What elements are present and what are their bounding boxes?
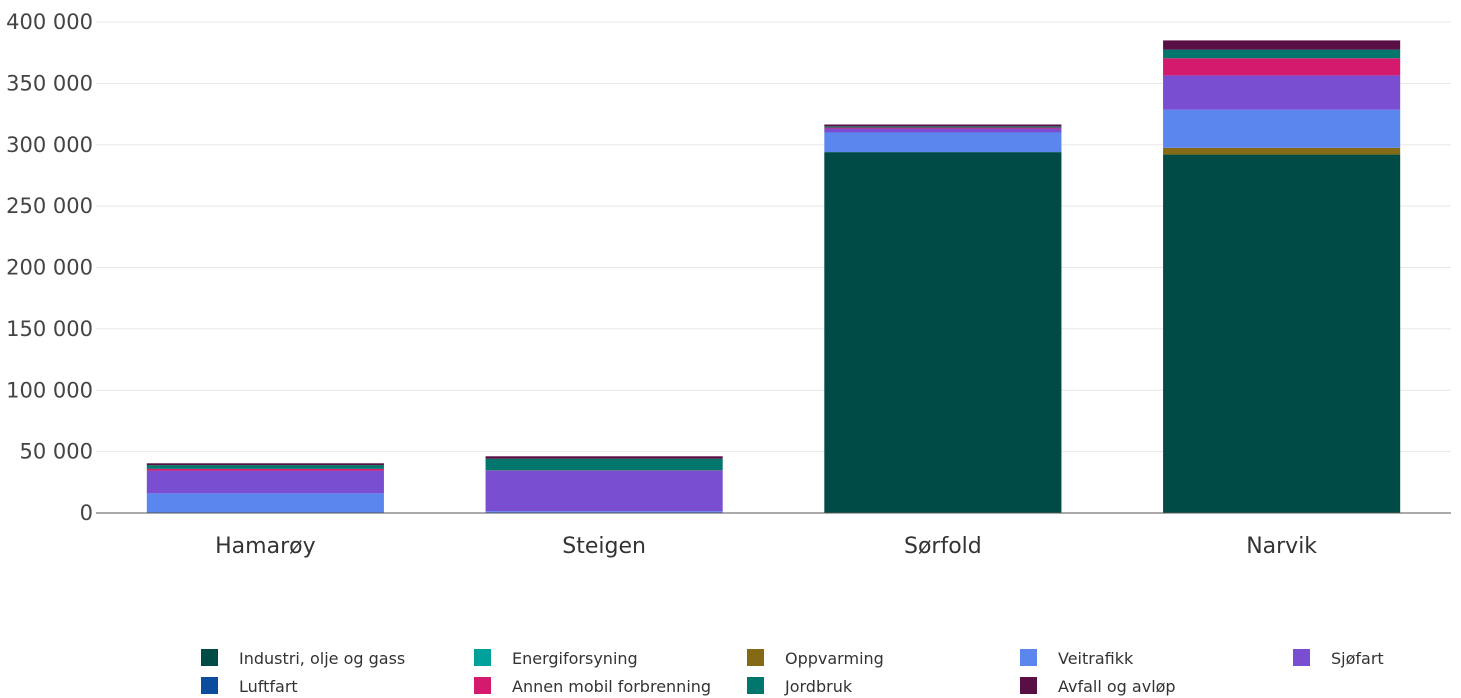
legend-label: Industri, olje og gass [239,649,405,668]
bar-segment[interactable] [824,126,1062,128]
y-tick-label: 250 000 [6,194,93,218]
bar-segment[interactable] [1163,58,1401,76]
legend-item[interactable]: Luftfart [201,677,298,696]
y-axis-ticks: 0 50 000 100 000 150 000 200 000 250 000 300 0… [6,10,93,525]
legend-swatch [201,677,218,694]
x-tick-label: Narvik [1246,534,1317,559]
y-tick-label: 400 000 [6,10,93,34]
legend-item[interactable]: Energiforsyning [474,649,638,668]
bar-segment[interactable] [1163,75,1401,110]
y-tick-label: 150 000 [6,317,93,341]
bar-segment[interactable] [1163,154,1401,513]
legend-label: Oppvarming [785,649,884,668]
x-tick-label: Hamarøy [215,534,315,559]
legend-label: Avfall og avløp [1058,677,1176,696]
legend-swatch [474,649,491,666]
bar-segment[interactable] [824,127,1062,129]
x-tick-label: Steigen [562,534,646,559]
bars [146,40,1401,514]
bar-segment[interactable] [146,465,384,469]
bar-segment[interactable] [1163,49,1401,59]
bar-segment[interactable] [824,128,1062,133]
bar-segment[interactable] [824,124,1062,127]
bar-segment[interactable] [824,132,1062,153]
bar-segment[interactable] [824,152,1062,514]
legend-swatch [1020,649,1037,666]
legend-item[interactable]: Veitrafikk [1020,649,1134,668]
bar-segment[interactable] [485,456,723,459]
bar-segment[interactable] [485,470,723,512]
bar-segment[interactable] [1163,147,1401,155]
y-tick-label: 300 000 [6,133,93,157]
legend-item[interactable]: Industri, olje og gass [201,649,405,668]
legend-label: Sjøfart [1331,649,1384,668]
legend-label: Annen mobil forbrenning [512,677,711,696]
y-tick-label: 200 000 [6,256,93,280]
bar-segment[interactable] [485,511,723,513]
y-tick-label: 100 000 [6,378,93,402]
bar-segment[interactable] [146,470,384,494]
legend-label: Luftfart [239,677,298,696]
bar-segment[interactable] [1163,109,1401,148]
legend-item[interactable]: Jordbruk [747,677,853,696]
bar-segment[interactable] [146,468,384,471]
y-tick-label: 50 000 [20,440,93,464]
x-axis-tick-labels: Hamarøy Steigen Sørfold Narvik [215,534,1317,559]
legend-swatch [1293,649,1310,666]
legend-item[interactable]: Sjøfart [1293,649,1384,668]
gridlines [96,21,1451,453]
legend-label: Energiforsyning [512,649,638,668]
legend-item[interactable]: Annen mobil forbrenning [474,677,711,696]
legend-swatch [201,649,218,666]
legend-swatch [1020,677,1037,694]
bar-segment[interactable] [485,458,723,471]
legend-swatch [747,649,764,666]
bar-segment[interactable] [146,463,384,466]
x-tick-label: Sørfold [904,534,982,559]
legend-label: Veitrafikk [1058,649,1134,668]
legend-swatch [747,677,764,694]
legend: Industri, olje og gass Energiforsyning Opp… [201,649,1384,696]
y-tick-label: 350 000 [6,71,93,95]
y-tick-label: 0 [80,501,93,525]
bar-segment[interactable] [146,493,384,513]
legend-item[interactable]: Avfall og avløp [1020,677,1176,696]
legend-item[interactable]: Oppvarming [747,649,884,668]
legend-label: Jordbruk [784,677,853,696]
bar-segment[interactable] [1163,40,1401,50]
legend-swatch [474,677,491,694]
